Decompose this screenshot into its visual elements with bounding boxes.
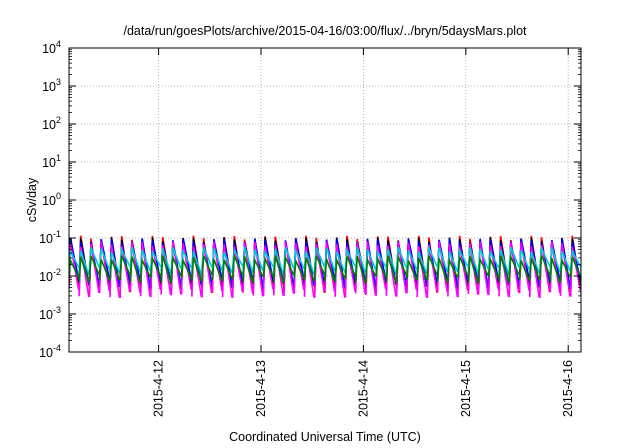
x-tick-label: 2015-4-13 (254, 360, 268, 417)
y-axis: 10-4 10-3 10-2 10-1 100 101 102 103 104 (39, 39, 581, 360)
y-tick-label: 100 (42, 191, 61, 208)
x-tick-label: 2015-4-16 (561, 360, 575, 417)
y-tick-label: 10-2 (39, 267, 61, 284)
x-tick-label: 2015-4-14 (356, 360, 370, 417)
x-tick-label: 2015-4-12 (152, 360, 166, 417)
x-axis: 2015-4-12 2015-4-13 2015-4-14 2015-4-15 2015… (152, 48, 575, 417)
series-group (69, 235, 581, 298)
x-axis-label: Coordinated Universal Time (UTC) (229, 430, 421, 444)
y-tick-label: 104 (42, 39, 61, 56)
x-tick-label: 2015-4-15 (459, 360, 473, 417)
series-line (69, 253, 581, 284)
y-tick-label: 102 (42, 115, 61, 132)
y-tick-label: 10-1 (39, 229, 61, 246)
grid (69, 48, 581, 352)
y-tick-label: 10-4 (39, 343, 61, 360)
y-tick-label: 103 (42, 77, 61, 94)
chart-title: /data/run/goesPlots/archive/2015-04-16/0… (123, 24, 527, 38)
y-tick-label: 101 (42, 153, 61, 170)
y-tick-label: 10-3 (39, 305, 61, 322)
y-axis-label: cSv/day (25, 177, 39, 222)
